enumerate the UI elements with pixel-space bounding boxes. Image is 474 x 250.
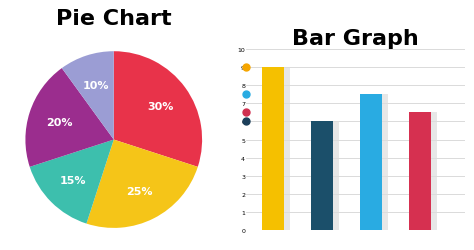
Bar	[311, 122, 333, 230]
Bar	[268, 68, 291, 230]
Text: 15%: 15%	[60, 176, 86, 186]
Bar	[360, 95, 383, 230]
Text: 10%: 10%	[83, 80, 109, 90]
Bar	[410, 113, 431, 230]
Title: Bar Graph: Bar Graph	[292, 28, 419, 48]
Text: 25%: 25%	[127, 186, 153, 196]
Wedge shape	[30, 140, 114, 224]
Text: 20%: 20%	[46, 117, 73, 127]
Bar	[263, 68, 284, 230]
Wedge shape	[26, 69, 114, 167]
Wedge shape	[86, 140, 198, 228]
Wedge shape	[62, 52, 114, 140]
Text: 30%: 30%	[147, 102, 173, 111]
Bar	[415, 113, 438, 230]
Bar	[317, 122, 339, 230]
Wedge shape	[114, 52, 202, 167]
Title: Pie Chart: Pie Chart	[56, 8, 172, 28]
Bar	[366, 95, 388, 230]
